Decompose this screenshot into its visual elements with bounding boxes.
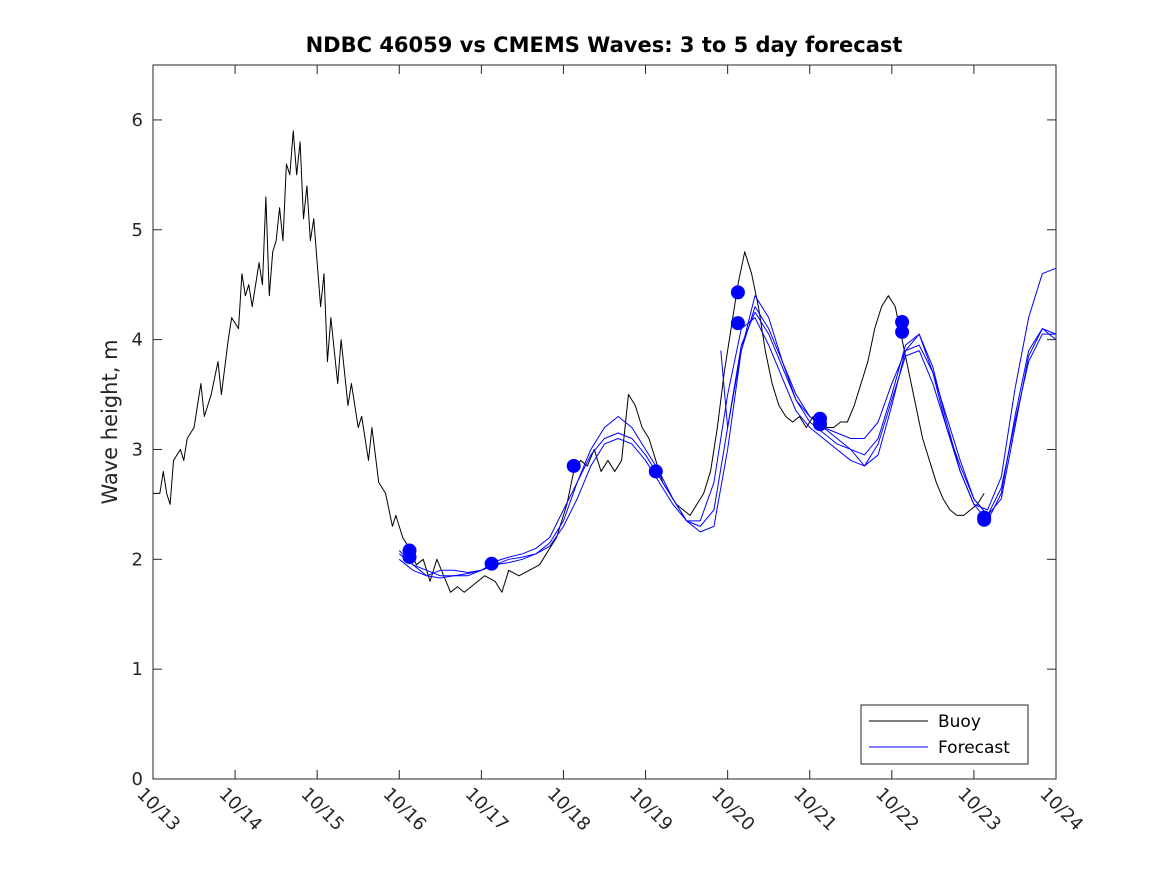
y-tick-label-6: 6	[132, 110, 143, 131]
forecast-marker-4	[648, 464, 663, 479]
legend: Buoy Forecast	[860, 704, 1029, 765]
series-layer	[153, 130, 1057, 593]
series-line-forecast-4	[720, 267, 1057, 511]
forecast-marker-2	[484, 556, 499, 571]
legend-box	[860, 704, 1029, 765]
series-line-buoy-0	[153, 130, 985, 593]
y-tick-label-0: 0	[132, 769, 143, 790]
chart-title: NDBC 46059 vs CMEMS Waves: 3 to 5 day fo…	[306, 33, 903, 57]
y-tick-label-5: 5	[132, 220, 143, 241]
forecast-marker-10	[895, 324, 910, 339]
series-line-forecast-3	[398, 317, 1057, 579]
forecast-marker-6	[730, 316, 745, 331]
forecast-marker-12	[977, 512, 992, 527]
forecast-marker-3	[566, 458, 581, 473]
legend-forecast-label: Forecast	[938, 738, 1010, 758]
forecast-marker-1	[402, 550, 417, 565]
y-axis-label: Wave height, m	[98, 339, 122, 504]
plot-area	[152, 64, 1057, 780]
y-tick-label-2: 2	[132, 549, 143, 570]
forecast-marker-8	[812, 417, 827, 432]
y-tick-label-3: 3	[132, 439, 143, 460]
legend-buoy-label: Buoy	[938, 712, 981, 732]
y-tick-label-1: 1	[132, 659, 143, 680]
marker-layer	[402, 285, 992, 571]
y-tick-label-4: 4	[132, 330, 143, 351]
forecast-marker-9	[895, 315, 910, 330]
forecast-marker-5	[730, 285, 745, 300]
